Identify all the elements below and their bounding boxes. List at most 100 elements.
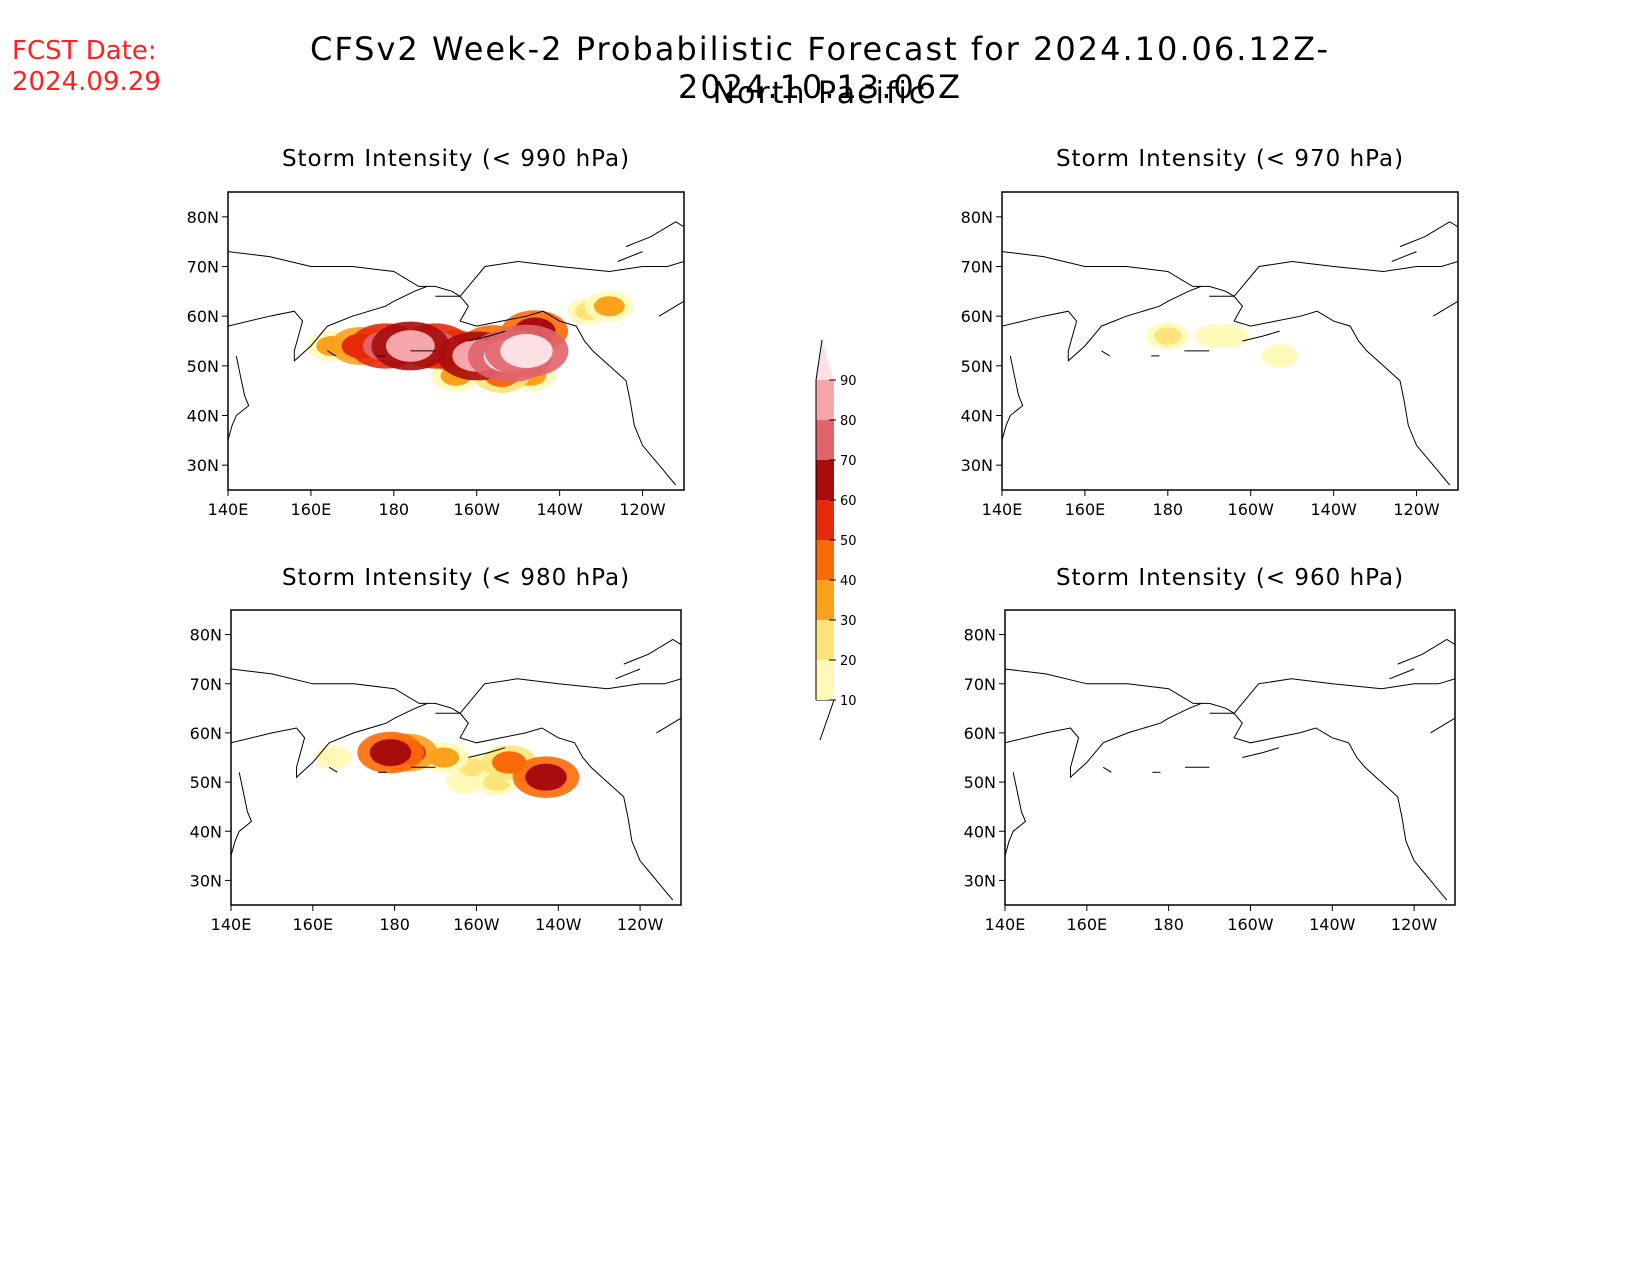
lon-tick-label: 140E: [985, 915, 1026, 934]
lon-tick-label: 160E: [1065, 500, 1106, 519]
coastline: [1391, 251, 1417, 262]
map-area: [1002, 221, 1458, 486]
coastline: [656, 717, 681, 734]
lat-tick-label: 40N: [961, 407, 993, 426]
lat-tick-label: 40N: [187, 407, 219, 426]
probability-cell: [386, 330, 435, 362]
lon-tick-label: 160E: [291, 500, 332, 519]
lon-tick-label: 160W: [453, 915, 500, 934]
coastline: [228, 355, 250, 441]
lon-tick-label: 140W: [536, 500, 583, 519]
colorbar-segment: [816, 500, 834, 540]
coastline: [231, 702, 428, 779]
lat-tick-label: 50N: [964, 773, 996, 792]
coastline: [1209, 295, 1451, 486]
colorbar-lower-end: [816, 699, 835, 741]
lon-tick-label: 180: [1153, 500, 1184, 519]
coastline: [1005, 668, 1455, 714]
lat-tick-label: 60N: [187, 307, 219, 326]
lat-tick-label: 30N: [961, 456, 993, 475]
lon-tick-label: 140E: [208, 500, 249, 519]
colorbar-segment: [816, 660, 834, 700]
lon-tick-label: 120W: [1393, 500, 1440, 519]
coastline: [1005, 702, 1202, 779]
lat-tick-label: 50N: [187, 357, 219, 376]
probability-cell: [321, 749, 346, 766]
coastline: [231, 772, 253, 856]
coastline: [615, 668, 641, 680]
lon-tick-label: 140E: [982, 500, 1023, 519]
coastline: [468, 330, 506, 342]
colorbar-segment: [816, 380, 834, 420]
lon-tick-label: 180: [1153, 915, 1184, 934]
lon-tick-label: 140W: [1309, 915, 1356, 934]
lon-tick-label: 160W: [1227, 915, 1274, 934]
coastline: [1209, 712, 1448, 901]
lat-tick-label: 70N: [964, 675, 996, 694]
colorbar: 10 20 30 40 50 60 70 80 90: [815, 339, 857, 741]
map-frame: [1001, 191, 1459, 491]
lat-tick-label: 50N: [190, 773, 222, 792]
panel-title: Storm Intensity (< 980 hPa): [282, 565, 630, 591]
colorbar-segment: [816, 420, 834, 460]
colorbar-segment: [816, 460, 834, 500]
lon-tick-label: 140W: [535, 915, 582, 934]
panel-title: Storm Intensity (< 990 hPa): [282, 146, 630, 172]
lat-tick-label: 30N: [190, 871, 222, 890]
map-frame: [230, 609, 682, 906]
page-subtitle: North Pacific: [712, 76, 928, 111]
map-area: [228, 221, 684, 486]
lon-tick-label: 180: [379, 500, 410, 519]
map-frame: [227, 191, 685, 491]
coastline: [1242, 330, 1280, 342]
coastline: [1005, 772, 1027, 856]
coastline: [1430, 717, 1455, 734]
map-frame: [1004, 609, 1456, 906]
coastline: [623, 638, 681, 665]
forecast-date-value: 2024.09.29: [12, 67, 161, 97]
coastline: [658, 300, 684, 317]
lat-tick-label: 30N: [187, 456, 219, 475]
lat-tick-label: 30N: [964, 871, 996, 890]
coastline: [231, 668, 681, 714]
lat-tick-label: 50N: [961, 357, 993, 376]
coastline: [327, 350, 337, 357]
probability-cell: [593, 296, 625, 317]
coastline: [1399, 221, 1458, 248]
coastline: [1242, 747, 1280, 758]
lat-tick-label: 80N: [961, 208, 993, 227]
probability-cell: [369, 739, 412, 767]
map-area: [1005, 638, 1455, 901]
lon-tick-label: 120W: [619, 500, 666, 519]
coastline: [228, 251, 684, 297]
colorbar-label: 20: [840, 654, 857, 669]
coastline: [435, 295, 677, 486]
lon-tick-label: 160E: [1066, 915, 1107, 934]
colorbar-label: 60: [840, 494, 857, 509]
lat-tick-label: 70N: [961, 258, 993, 277]
lon-tick-label: 160W: [454, 500, 501, 519]
panel-title: Storm Intensity (< 960 hPa): [1056, 565, 1404, 591]
colorbar-label: 30: [840, 614, 857, 629]
coastline: [625, 221, 684, 248]
map-panel-p980: Storm Intensity (< 980 hPa) 140E 160E 180 16…: [190, 565, 682, 934]
coastline: [468, 747, 506, 758]
lon-tick-label: 140W: [1310, 500, 1357, 519]
lat-tick-label: 40N: [190, 822, 222, 841]
coastline: [1101, 350, 1111, 357]
lat-tick-label: 40N: [964, 822, 996, 841]
colorbar-label: 90: [840, 374, 857, 389]
lat-tick-label: 70N: [187, 258, 219, 277]
coastline: [1002, 355, 1024, 441]
coastline: [328, 766, 338, 773]
lat-tick-label: 60N: [961, 307, 993, 326]
colorbar-label: 40: [840, 574, 857, 589]
coastline: [1389, 668, 1415, 680]
coastline: [1432, 300, 1458, 317]
lat-tick-label: 80N: [190, 626, 222, 645]
lon-tick-label: 140E: [211, 915, 252, 934]
lat-tick-label: 60N: [964, 724, 996, 743]
lon-tick-label: 120W: [617, 915, 664, 934]
coastline: [1102, 766, 1112, 773]
lon-tick-label: 160E: [292, 915, 333, 934]
